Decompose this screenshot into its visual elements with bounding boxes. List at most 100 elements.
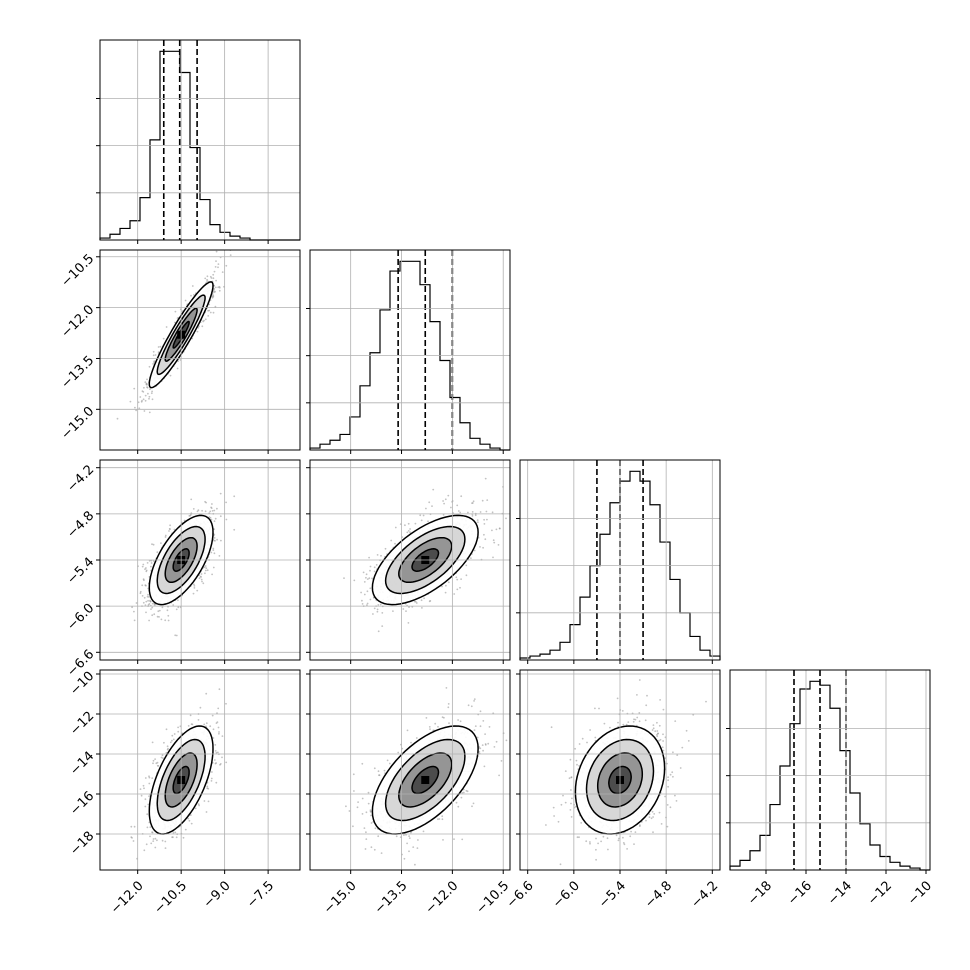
panel-2-0 <box>131 492 236 637</box>
sample-point <box>156 761 159 764</box>
sample-point <box>460 495 463 498</box>
sample-point <box>407 622 410 624</box>
sample-point <box>184 828 187 831</box>
sample-point <box>455 576 458 579</box>
sample-point <box>214 286 217 289</box>
sample-point <box>477 521 479 524</box>
panel-2-1 <box>343 477 516 633</box>
sample-point <box>373 566 376 569</box>
sample-point <box>204 572 206 575</box>
sample-point <box>130 836 133 838</box>
sample-point <box>404 524 406 527</box>
sample-point <box>373 767 376 770</box>
sample-point <box>176 367 179 370</box>
sample-point <box>173 528 176 531</box>
sample-point <box>190 294 192 297</box>
sample-point <box>213 509 216 512</box>
sample-point <box>135 602 138 604</box>
sample-point <box>154 846 157 849</box>
sample-point <box>151 741 154 744</box>
sample-point <box>217 707 220 710</box>
sample-point <box>472 500 475 503</box>
sample-point <box>137 401 140 404</box>
sample-point <box>209 311 212 314</box>
sample-point <box>204 565 207 567</box>
sample-point <box>149 388 151 391</box>
sample-point <box>139 592 142 595</box>
sample-point <box>213 270 216 273</box>
sample-point <box>229 254 232 256</box>
sample-point <box>476 736 479 739</box>
sample-point <box>456 504 459 507</box>
sample-point <box>171 734 174 737</box>
sample-point <box>215 260 217 262</box>
sample-point <box>210 507 213 509</box>
sample-point <box>443 716 445 719</box>
sample-point <box>144 399 147 402</box>
sample-point <box>417 839 419 841</box>
sample-point <box>204 569 207 572</box>
sample-point <box>152 354 155 357</box>
sample-point <box>174 634 177 637</box>
sample-point <box>410 741 412 744</box>
sample-point <box>135 409 138 412</box>
sample-point <box>366 578 369 580</box>
sample-point <box>421 607 423 609</box>
sample-point <box>143 596 146 599</box>
sample-point <box>172 738 175 741</box>
panel-3-1 <box>345 687 508 866</box>
sample-point <box>151 390 154 393</box>
sample-point <box>130 825 133 828</box>
sample-point <box>192 592 195 595</box>
sample-point <box>471 502 473 504</box>
sample-point <box>493 746 496 748</box>
sample-point <box>374 827 377 830</box>
sample-point <box>166 745 169 748</box>
sample-point <box>133 387 136 390</box>
sample-point <box>189 514 192 517</box>
sample-point <box>214 305 217 308</box>
sample-point <box>483 518 485 521</box>
sample-point <box>218 732 220 735</box>
sample-point <box>413 600 416 603</box>
sample-point <box>152 840 155 842</box>
sample-point <box>208 516 211 518</box>
sample-point <box>147 392 149 395</box>
sample-point <box>142 601 145 604</box>
sample-point <box>169 374 172 377</box>
sample-point <box>216 538 219 541</box>
sample-point <box>467 704 470 707</box>
sample-point <box>198 804 201 807</box>
sample-point <box>151 398 154 401</box>
sample-point <box>172 832 175 834</box>
sample-point <box>471 511 474 513</box>
sample-point <box>368 577 371 580</box>
sample-point <box>193 587 196 589</box>
sample-point <box>441 585 443 588</box>
sample-point <box>146 595 149 598</box>
sample-point <box>514 545 516 547</box>
sample-point <box>402 608 405 610</box>
sample-point <box>187 725 190 727</box>
sample-point <box>214 517 217 520</box>
sample-point <box>497 544 500 546</box>
sample-point <box>203 319 205 322</box>
sample-point <box>132 840 135 842</box>
sample-point <box>168 530 170 532</box>
sample-point <box>184 299 187 302</box>
sample-point <box>141 584 144 587</box>
sample-point <box>445 584 447 587</box>
sample-point <box>379 603 382 606</box>
sample-point <box>207 800 210 803</box>
sample-point <box>455 801 458 804</box>
sample-point <box>483 523 486 525</box>
sample-point <box>177 730 180 733</box>
sample-point <box>157 346 160 348</box>
sample-point <box>505 517 507 520</box>
sample-point <box>369 809 372 811</box>
sample-point <box>212 294 215 297</box>
sample-point <box>442 513 445 516</box>
sample-point <box>429 728 431 730</box>
sample-point <box>164 847 167 849</box>
sample-point <box>441 818 444 821</box>
